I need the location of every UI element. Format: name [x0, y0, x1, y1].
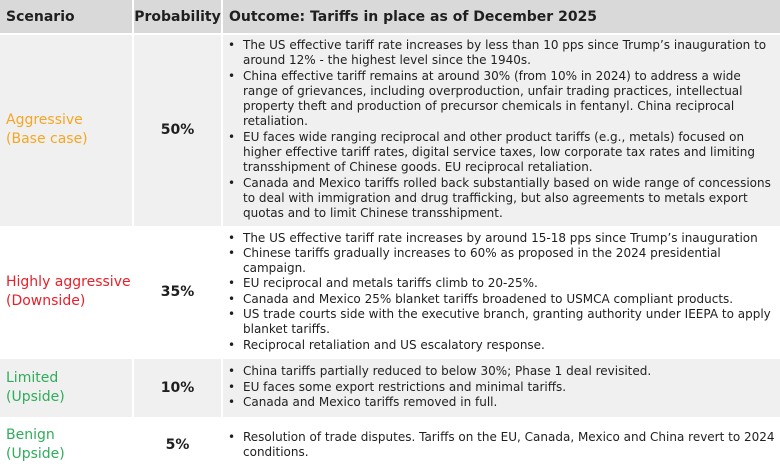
- outcome-cell: China tariffs partially reduced to below…: [222, 356, 780, 418]
- outcome-bullet: Reciprocal retaliation and US escalatory…: [227, 338, 776, 354]
- scenario-case: (Base case): [6, 131, 88, 148]
- probability-value: 35%: [133, 225, 223, 358]
- outcome-bullet: The US effective tariff rate increases b…: [227, 231, 776, 247]
- outcome-bullet: EU faces wide ranging reciprocal and oth…: [227, 130, 776, 176]
- outcome-bullet: Canada and Mexico tariffs rolled back su…: [227, 176, 776, 222]
- outcome-bullet: Chinese tariffs gradually increases to 6…: [227, 246, 776, 277]
- outcome-list: Resolution of trade disputes. Tariffs on…: [227, 430, 776, 461]
- outcome-bullet: Canada and Mexico tariffs removed in ful…: [227, 395, 776, 411]
- scenario-case: (Upside): [6, 446, 65, 463]
- outcome-cell: Resolution of trade disputes. Tariffs on…: [222, 416, 780, 472]
- scenario-name: Benign: [6, 427, 55, 444]
- scenario-cell: Limited (Upside): [0, 356, 134, 418]
- probability-value: 5%: [133, 416, 223, 472]
- probability-value: 50%: [133, 33, 223, 227]
- probability-value: 10%: [133, 356, 223, 418]
- scenario-name: Aggressive: [6, 112, 83, 129]
- header-probability: Probability: [133, 0, 223, 34]
- header-outcome: Outcome: Tariffs in place as of December…: [222, 0, 780, 34]
- scenario-cell: Benign (Upside): [0, 416, 134, 472]
- row-limited: Limited (Upside) 10% China tariffs parti…: [0, 356, 780, 418]
- outcome-cell: The US effective tariff rate increases b…: [222, 225, 780, 358]
- outcome-bullet: EU faces some export restrictions and mi…: [227, 380, 776, 396]
- outcome-bullet: Canada and Mexico 25% blanket tariffs br…: [227, 292, 776, 308]
- outcome-list: The US effective tariff rate increases b…: [227, 38, 776, 222]
- outcome-cell: The US effective tariff rate increases b…: [222, 33, 780, 227]
- outcome-bullet: The US effective tariff rate increases b…: [227, 38, 776, 69]
- outcome-bullet: China tariffs partially reduced to below…: [227, 364, 776, 380]
- outcome-bullet: US trade courts side with the executive …: [227, 307, 776, 338]
- header-scenario: Scenario: [0, 0, 134, 34]
- outcome-bullet: Resolution of trade disputes. Tariffs on…: [227, 430, 776, 461]
- scenario-cell: Aggressive (Base case): [0, 33, 134, 227]
- outcome-bullet: EU reciprocal and metals tariffs climb t…: [227, 276, 776, 292]
- row-highly-aggressive: Highly aggressive (Downside) 35% The US …: [0, 225, 780, 358]
- scenario-name: Highly aggressive: [6, 274, 131, 291]
- row-benign: Benign (Upside) 5% Resolution of trade d…: [0, 416, 780, 472]
- scenario-case: (Upside): [6, 388, 65, 405]
- scenario-case: (Downside): [6, 293, 86, 310]
- outcome-bullet: China effective tariff remains at around…: [227, 69, 776, 130]
- header-row: Scenario Probability Outcome: Tariffs in…: [0, 0, 780, 34]
- outcome-list: China tariffs partially reduced to below…: [227, 364, 776, 410]
- row-aggressive: Aggressive (Base case) 50% The US effect…: [0, 33, 780, 227]
- outcome-list: The US effective tariff rate increases b…: [227, 231, 776, 354]
- scenario-name: Limited: [6, 369, 59, 386]
- scenario-cell: Highly aggressive (Downside): [0, 225, 134, 358]
